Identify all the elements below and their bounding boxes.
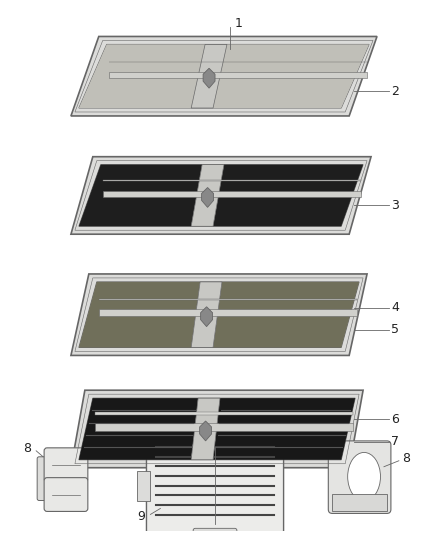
Polygon shape	[99, 309, 357, 317]
Polygon shape	[191, 165, 224, 226]
Polygon shape	[71, 274, 367, 356]
Polygon shape	[191, 398, 220, 460]
Polygon shape	[213, 398, 355, 460]
Polygon shape	[109, 72, 367, 78]
Polygon shape	[71, 36, 377, 116]
Polygon shape	[71, 390, 363, 468]
Text: 6: 6	[391, 413, 399, 425]
Polygon shape	[79, 282, 200, 348]
Polygon shape	[203, 68, 215, 88]
FancyBboxPatch shape	[328, 441, 391, 513]
Text: 2: 2	[391, 85, 399, 98]
Text: 8: 8	[402, 453, 410, 465]
Polygon shape	[79, 398, 198, 460]
Polygon shape	[99, 298, 357, 301]
Polygon shape	[213, 282, 359, 348]
Text: 1: 1	[235, 17, 243, 30]
Polygon shape	[213, 44, 369, 108]
Polygon shape	[200, 421, 212, 441]
Polygon shape	[201, 307, 212, 327]
Polygon shape	[95, 423, 353, 431]
Bar	[137, 471, 150, 500]
Polygon shape	[201, 188, 214, 207]
Text: 5: 5	[391, 323, 399, 336]
FancyBboxPatch shape	[44, 448, 88, 482]
Text: 3: 3	[391, 199, 399, 212]
FancyBboxPatch shape	[193, 528, 237, 533]
FancyBboxPatch shape	[37, 457, 53, 500]
Polygon shape	[213, 165, 363, 226]
Polygon shape	[95, 412, 353, 415]
Polygon shape	[191, 44, 227, 108]
Text: 4: 4	[391, 301, 399, 314]
Polygon shape	[79, 165, 202, 226]
Ellipse shape	[348, 453, 381, 501]
Text: 9: 9	[138, 510, 145, 523]
Polygon shape	[103, 191, 361, 197]
FancyBboxPatch shape	[44, 478, 88, 512]
Polygon shape	[79, 44, 205, 108]
Text: 8: 8	[23, 442, 31, 455]
Bar	[205, 431, 225, 441]
Polygon shape	[71, 157, 371, 234]
FancyBboxPatch shape	[146, 437, 283, 533]
Text: 7: 7	[391, 435, 399, 448]
Bar	[332, 494, 387, 512]
Polygon shape	[191, 282, 222, 348]
Polygon shape	[103, 180, 361, 181]
